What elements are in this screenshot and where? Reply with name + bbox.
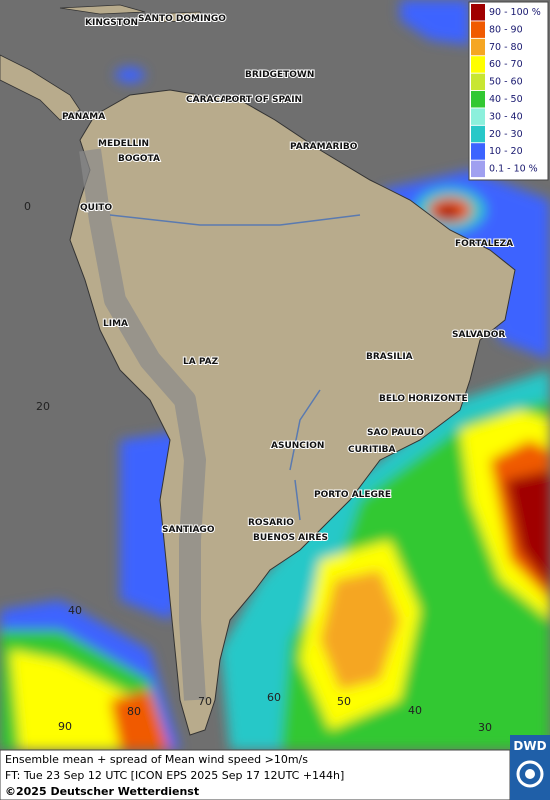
logo-swirl	[516, 760, 544, 788]
city-label: BELO HORIZONTE	[379, 394, 468, 404]
city-label: ASUNCION	[271, 441, 324, 451]
city-label: BOGOTA	[118, 154, 160, 164]
grid-label: 20	[36, 400, 50, 413]
footer-line: FT: Tue 23 Sep 12 UTC [ICON EPS 2025 Sep…	[5, 769, 344, 782]
logo-swirl	[525, 769, 535, 779]
legend-label: 20 - 30	[489, 129, 523, 140]
grid-label: 80	[127, 705, 141, 718]
city-label: SANTIAGO	[162, 525, 215, 535]
legend-swatch	[471, 143, 485, 160]
legend-swatch	[471, 56, 485, 73]
legend-swatch	[471, 108, 485, 125]
legend-swatch	[471, 160, 485, 178]
legend-swatch	[471, 21, 485, 38]
city-label: SANTO DOMINGO	[138, 14, 226, 24]
grid-label: 0	[24, 200, 31, 213]
river	[289, 389, 321, 521]
river	[109, 214, 361, 226]
legend-label: 0.1 - 10 %	[489, 164, 538, 175]
legend-label: 60 - 70	[489, 59, 523, 70]
city-label: PANAMA	[62, 112, 105, 122]
city-label: CURITIBA	[348, 445, 396, 455]
grid-label: 40	[408, 704, 422, 717]
grid-label: 30	[478, 721, 492, 734]
city-label: KINGSTON	[85, 18, 138, 28]
grid-labels: 0 20 40 90 80 70 60 50 40 30	[24, 200, 492, 734]
grid-label: 50	[337, 695, 351, 708]
andes	[79, 148, 206, 701]
logo-box	[510, 735, 550, 800]
islands	[59, 4, 206, 23]
city-label: ROSARIO	[248, 518, 294, 528]
legend-label: 40 - 50	[489, 94, 523, 105]
legend-label: 50 - 60	[489, 77, 523, 88]
legend-swatch	[471, 73, 485, 91]
legend-label: 80 - 90	[489, 24, 523, 35]
grid-label: 60	[267, 691, 281, 704]
city-label: PARAMARIBO	[290, 142, 358, 152]
grid-label: 90	[58, 720, 72, 733]
legend-label: 30 - 40	[489, 111, 523, 122]
legend-swatch	[471, 125, 485, 143]
city-label: SALVADOR	[452, 330, 505, 340]
city-label: BRIDGETOWN	[245, 70, 314, 80]
city-label: SAO PAULO	[367, 428, 424, 438]
city-label: QUITO	[80, 203, 112, 213]
legend-swatch	[471, 91, 485, 108]
legend-label: 90 - 100 %	[489, 7, 541, 18]
city-label: PORT OF SPAIN	[225, 95, 302, 105]
logo-text: DWD	[513, 739, 546, 753]
footer-line: Ensemble mean + spread of Mean wind spee…	[5, 753, 308, 766]
grid-label: 40	[68, 604, 82, 617]
city-label: PORTO ALEGRE	[314, 490, 391, 500]
city-label: FORTALEZA	[455, 239, 513, 249]
footer-line: ©2025 Deutscher Wetterdienst	[5, 785, 199, 798]
city-label: LIMA	[103, 319, 128, 329]
city-label: CARACAS	[186, 95, 234, 105]
city-label: BUENOS AIRES	[253, 533, 328, 543]
city-labels: KINGSTON SANTO DOMINGO BRIDGETOWN CARACA…	[61, 13, 514, 544]
legend-swatch	[471, 4, 485, 21]
grid-label: 70	[198, 695, 212, 708]
legend-label: 70 - 80	[489, 42, 523, 53]
central-america	[0, 54, 81, 121]
legend: 90 - 100 % 80 - 90 70 - 80 60 - 70 50 - 60 40…	[468, 1, 549, 181]
legend-label: 10 - 20	[489, 146, 523, 157]
city-label: LA PAZ	[183, 357, 219, 367]
city-label: BRASILIA	[366, 352, 413, 362]
city-label: MEDELLIN	[98, 139, 149, 149]
legend-swatch	[471, 38, 485, 56]
